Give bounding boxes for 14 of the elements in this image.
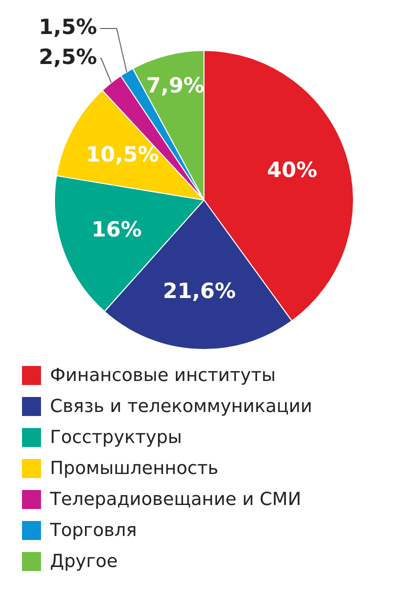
data-label: 21,6% (162, 279, 236, 304)
legend-label: Промышленность (50, 458, 218, 479)
legend-label: Финансовые институты (50, 365, 276, 386)
legend-label: Телерадиовещание и СМИ (50, 489, 302, 510)
legend-label: Связь и телекоммуникации (50, 396, 312, 417)
legend-label: Другое (50, 551, 118, 572)
data-label: 16% (91, 217, 142, 242)
data-label: 2,5% (38, 44, 97, 69)
data-label: 10,5% (86, 142, 159, 167)
data-label: 7,9% (146, 73, 204, 98)
data-label: 40% (267, 158, 318, 182)
legend-label: Торговля (50, 520, 137, 541)
legend-label: Госструктуры (50, 427, 182, 448)
data-label: 1,5% (38, 14, 97, 39)
